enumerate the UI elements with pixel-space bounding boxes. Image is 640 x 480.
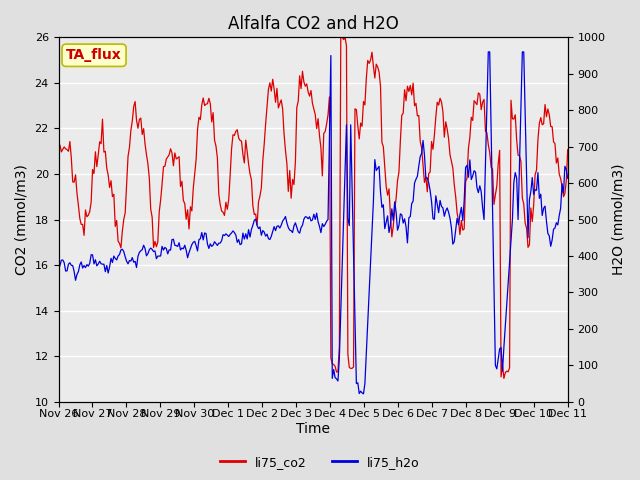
li75_co2 <box>117 245 125 251</box>
Line: li75_co2: li75_co2 <box>58 37 568 378</box>
Legend: li75_co2, li75_h2o: li75_co2, li75_h2o <box>215 451 425 474</box>
li75_co2 <box>207 101 214 107</box>
Y-axis label: H2O (mmol/m3): H2O (mmol/m3) <box>611 164 625 276</box>
li75_co2 <box>538 122 546 128</box>
li75_h2o <box>538 213 546 218</box>
li75_h2o <box>484 49 492 55</box>
li75_co2 <box>223 206 231 212</box>
li75_co2 <box>500 375 508 381</box>
X-axis label: Time: Time <box>296 422 330 436</box>
li75_h2o <box>223 232 231 238</box>
li75_h2o <box>277 222 285 228</box>
li75_co2 <box>564 147 572 153</box>
li75_co2 <box>337 35 344 40</box>
li75_h2o <box>117 247 125 253</box>
li75_h2o <box>564 175 572 181</box>
li75_co2 <box>54 152 62 157</box>
Y-axis label: CO2 (mmol/m3): CO2 (mmol/m3) <box>15 164 29 275</box>
li75_h2o <box>360 391 367 397</box>
li75_co2 <box>232 129 239 134</box>
Title: Alfalfa CO2 and H2O: Alfalfa CO2 and H2O <box>228 15 399 33</box>
Line: li75_h2o: li75_h2o <box>58 52 568 394</box>
li75_h2o <box>207 241 214 247</box>
li75_h2o <box>232 232 239 238</box>
Text: TA_flux: TA_flux <box>66 48 122 62</box>
li75_co2 <box>277 97 285 103</box>
li75_h2o <box>54 267 62 273</box>
